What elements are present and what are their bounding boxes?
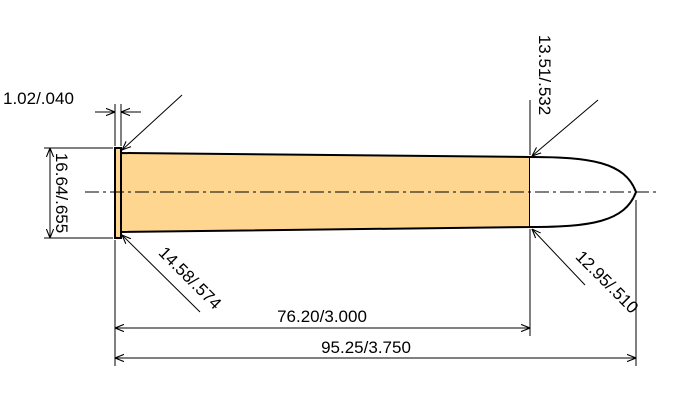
leader-line bbox=[122, 235, 201, 313]
rim-thickness-label: 1.02/.040 bbox=[3, 89, 74, 108]
rim-diameter-label: 16.64/.655 bbox=[52, 153, 71, 233]
leader-line bbox=[532, 229, 586, 286]
leader-line bbox=[122, 94, 183, 150]
case-length-label: 76.20/3.000 bbox=[277, 307, 367, 326]
overall-length-label: 95.25/3.750 bbox=[321, 338, 411, 357]
leader-line bbox=[532, 99, 599, 156]
case-rim bbox=[114, 147, 122, 239]
neck-diameter-label: 13.51/.532 bbox=[535, 35, 554, 115]
